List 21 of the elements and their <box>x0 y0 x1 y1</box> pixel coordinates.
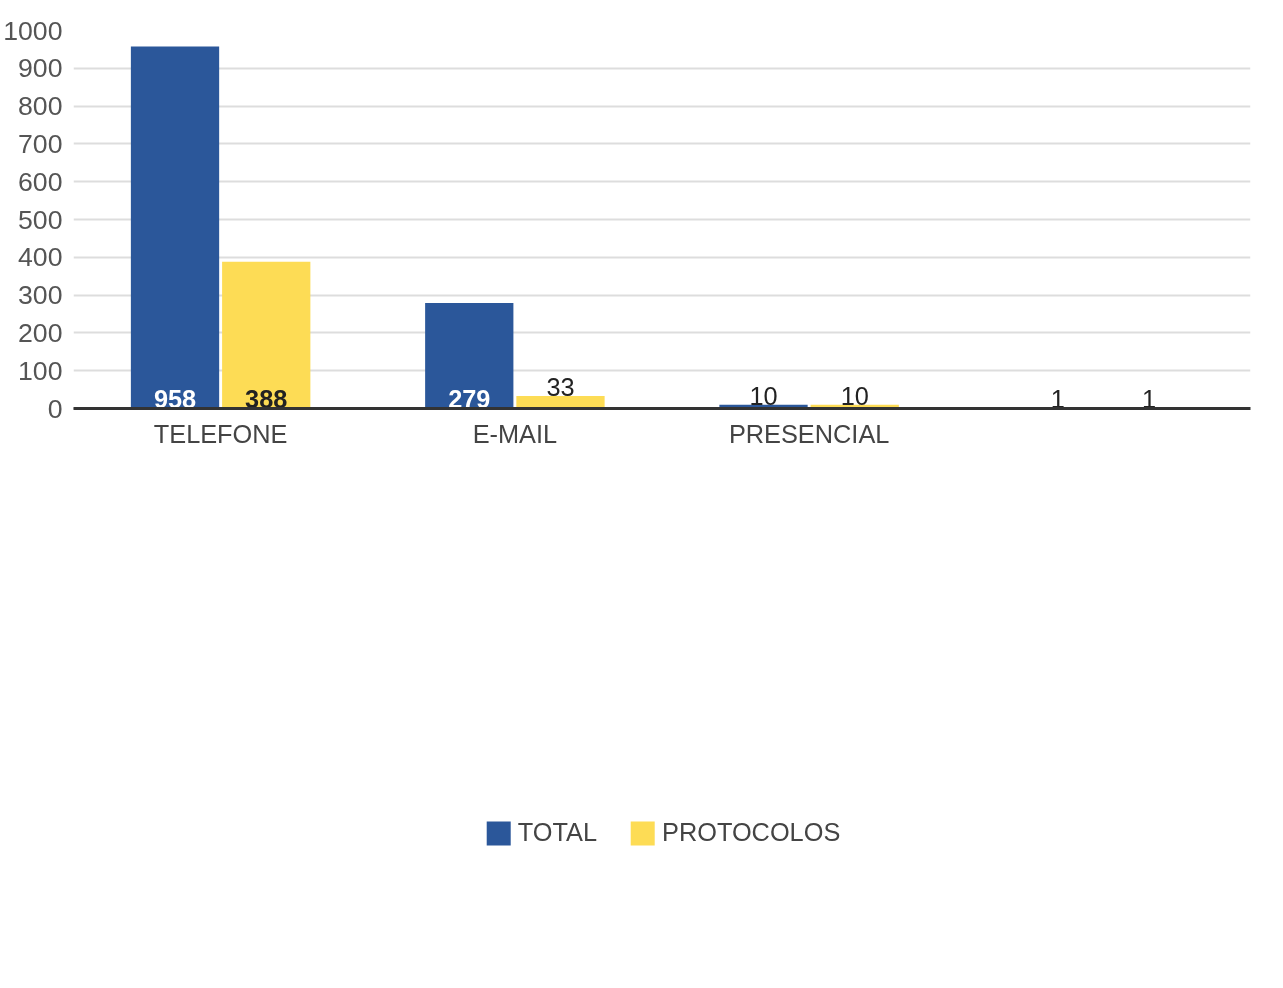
data-label: 10 <box>749 381 778 410</box>
legend-label: PROTOCOLOS <box>662 818 841 847</box>
y-tick-label: 600 <box>18 166 63 197</box>
y-tick-label: 1000 <box>3 15 63 46</box>
x-tick-label: TELEFONE <box>153 419 288 448</box>
data-label: 33 <box>546 373 575 402</box>
y-tick-label: 200 <box>18 317 63 348</box>
y-tick-label: 100 <box>18 355 63 386</box>
data-label: 10 <box>840 381 869 410</box>
x-tick-label: E-MAIL <box>472 419 558 448</box>
x-tick-label: PRESENCIAL <box>728 419 890 448</box>
y-tick-label: 900 <box>18 53 63 84</box>
y-tick-label: 0 <box>47 393 63 424</box>
y-tick-label: 400 <box>18 242 63 273</box>
legend-label: TOTAL <box>517 818 598 847</box>
data-label: 958 <box>153 384 197 413</box>
y-tick-label: 300 <box>18 280 63 311</box>
y-tick-label: 700 <box>18 128 63 159</box>
data-label: 388 <box>245 384 288 413</box>
y-tick-label: 800 <box>18 91 63 122</box>
y-tick-label: 500 <box>18 204 63 235</box>
